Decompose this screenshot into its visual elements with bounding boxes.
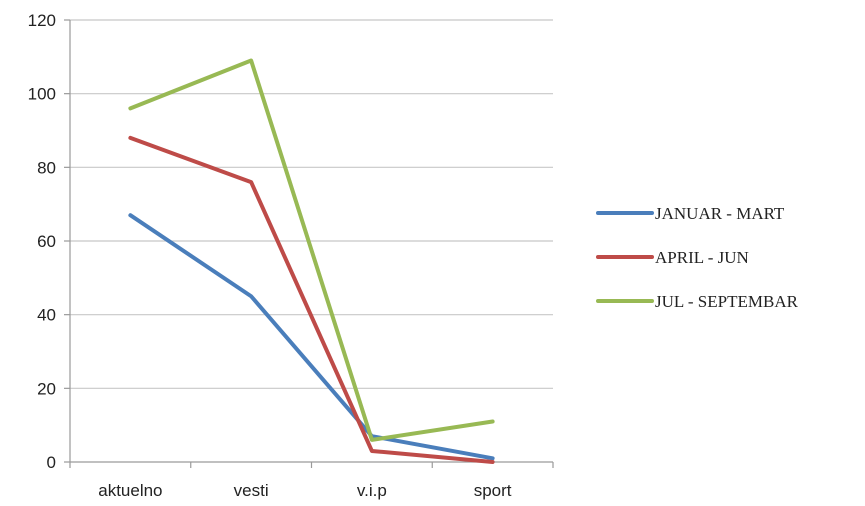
x-tick-label: aktuelno [98,481,162,500]
y-tick-label: 120 [28,11,56,30]
y-tick-label: 40 [37,306,56,325]
series-line-3 [128,58,495,442]
y-tick-label: 80 [37,158,56,177]
series-lines [128,58,495,464]
y-tick-label: 0 [47,453,56,472]
y-tick-label: 60 [37,232,56,251]
series-line-1 [128,213,495,461]
legend: JANUAR - MART APRIL - JUN JUL - SEPTEMBAR [596,204,799,311]
y-axis-tick-labels: 0 20 40 60 80 100 120 [28,11,56,472]
legend-label: APRIL - JUN [655,248,749,267]
legend-label: JUL - SEPTEMBAR [655,292,799,311]
legend-label: JANUAR - MART [655,204,785,223]
x-tick-label: vesti [234,481,269,500]
y-tick-label: 100 [28,85,56,104]
x-tick-label: v.i.p [357,481,387,500]
series-line-2 [128,135,495,464]
y-tick-label: 20 [37,379,56,398]
x-tick-label: sport [474,481,512,500]
gridlines [70,19,553,389]
x-axis-tick-labels: aktuelno vesti v.i.p sport [98,481,512,500]
